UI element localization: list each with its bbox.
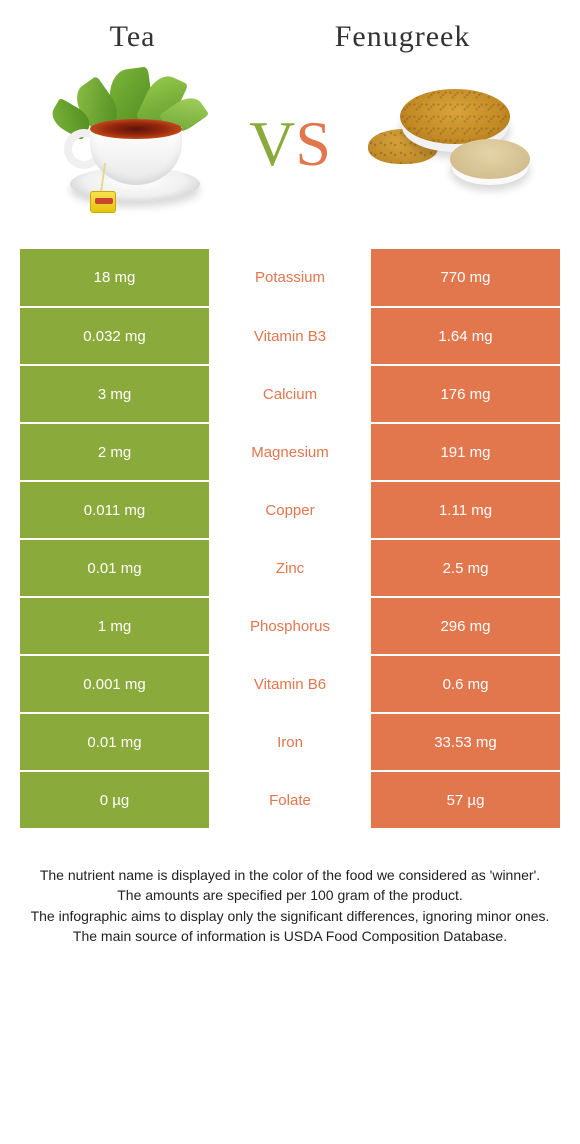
fenugreek-illustration xyxy=(360,69,540,219)
nutrient-label: Phosphorus xyxy=(209,597,371,655)
value-left: 0.032 mg xyxy=(20,307,209,365)
value-right: 1.64 mg xyxy=(371,307,560,365)
header-titles: Tea Fenugreek xyxy=(20,20,560,54)
nutrient-label: Iron xyxy=(209,713,371,771)
table-row: 2 mgMagnesium191 mg xyxy=(20,423,560,481)
title-right: Fenugreek xyxy=(335,20,471,54)
infographic-page: Tea Fenugreek VS xyxy=(0,0,580,976)
table-row: 3 mgCalcium176 mg xyxy=(20,365,560,423)
value-left: 1 mg xyxy=(20,597,209,655)
value-left: 0.01 mg xyxy=(20,713,209,771)
nutrient-label: Potassium xyxy=(209,249,371,307)
nutrient-label: Folate xyxy=(209,771,371,829)
table-row: 1 mgPhosphorus296 mg xyxy=(20,597,560,655)
value-right: 176 mg xyxy=(371,365,560,423)
value-left: 2 mg xyxy=(20,423,209,481)
table-row: 0.01 mgIron33.53 mg xyxy=(20,713,560,771)
value-right: 296 mg xyxy=(371,597,560,655)
value-right: 57 µg xyxy=(371,771,560,829)
footer-line: The infographic aims to display only the… xyxy=(28,906,552,926)
value-right: 2.5 mg xyxy=(371,539,560,597)
nutrition-table: 18 mgPotassium770 mg0.032 mgVitamin B31.… xyxy=(20,249,560,830)
value-left: 18 mg xyxy=(20,249,209,307)
value-left: 0 µg xyxy=(20,771,209,829)
nutrient-label: Calcium xyxy=(209,365,371,423)
nutrient-label: Copper xyxy=(209,481,371,539)
table-row: 0.011 mgCopper1.11 mg xyxy=(20,481,560,539)
footer-line: The nutrient name is displayed in the co… xyxy=(28,865,552,885)
value-left: 0.001 mg xyxy=(20,655,209,713)
value-right: 770 mg xyxy=(371,249,560,307)
table-row: 0 µgFolate57 µg xyxy=(20,771,560,829)
tea-illustration xyxy=(40,69,220,219)
nutrient-label: Zinc xyxy=(209,539,371,597)
nutrient-label: Vitamin B6 xyxy=(209,655,371,713)
vs-s: S xyxy=(295,108,331,179)
value-right: 191 mg xyxy=(371,423,560,481)
table-row: 18 mgPotassium770 mg xyxy=(20,249,560,307)
fenugreek-image xyxy=(350,64,550,224)
value-left: 0.011 mg xyxy=(20,481,209,539)
vs-label: VS xyxy=(249,107,331,181)
footer-line: The main source of information is USDA F… xyxy=(28,926,552,946)
title-left: Tea xyxy=(110,20,156,54)
value-right: 33.53 mg xyxy=(371,713,560,771)
vs-v: V xyxy=(249,108,295,179)
table-row: 0.01 mgZinc2.5 mg xyxy=(20,539,560,597)
footer-line: The amounts are specified per 100 gram o… xyxy=(28,885,552,905)
footer-note: The nutrient name is displayed in the co… xyxy=(20,865,560,946)
table-row: 0.001 mgVitamin B60.6 mg xyxy=(20,655,560,713)
tea-image xyxy=(30,64,230,224)
value-right: 1.11 mg xyxy=(371,481,560,539)
value-left: 0.01 mg xyxy=(20,539,209,597)
value-right: 0.6 mg xyxy=(371,655,560,713)
table-row: 0.032 mgVitamin B31.64 mg xyxy=(20,307,560,365)
nutrient-label: Vitamin B3 xyxy=(209,307,371,365)
value-left: 3 mg xyxy=(20,365,209,423)
nutrition-table-body: 18 mgPotassium770 mg0.032 mgVitamin B31.… xyxy=(20,249,560,829)
images-row: VS xyxy=(20,64,560,224)
nutrient-label: Magnesium xyxy=(209,423,371,481)
